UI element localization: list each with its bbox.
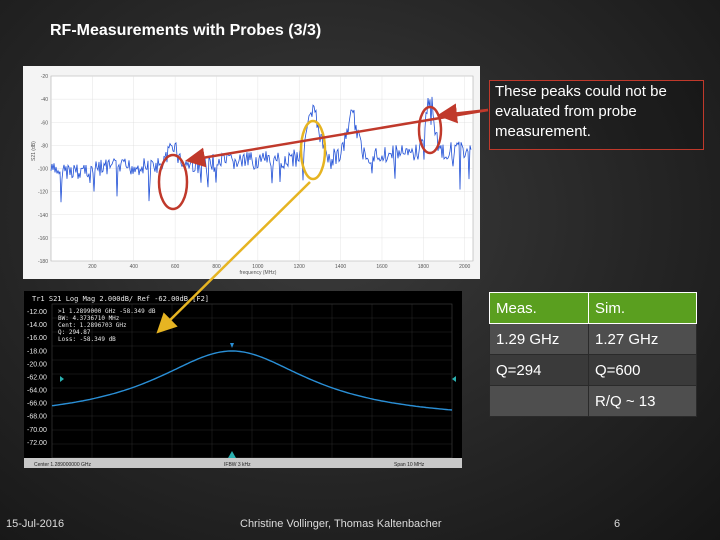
analyzer-y-tick: -20.00 (27, 361, 47, 368)
marker-readout-line: Q: 294.87 (58, 329, 91, 336)
footer-authors: Christine Vollinger, Thomas Kaltenbacher (240, 518, 442, 530)
slide-title: RF-Measurements with Probes (3/3) (50, 22, 322, 39)
table-cell: Q=294 (489, 354, 589, 386)
top-plot-grid (50, 75, 474, 262)
y-tick-label: -120 (38, 190, 48, 196)
y-tick-label: -100 (38, 167, 48, 173)
s21-frequency-plot: -20 -40 -60 -80 -100 -120 -140 -160 -180 200 400 6… (23, 66, 480, 279)
footer-date: 15-Jul-2016 (6, 518, 65, 530)
analyzer-y-tick: -62.00 (27, 374, 47, 381)
table-cell (489, 385, 589, 417)
analyzer-y-tick: -18.00 (27, 348, 47, 355)
x-tick-label: 600 (171, 264, 180, 270)
marker-1-icon (230, 343, 234, 348)
top-plot-xlabel: frequency (MHz) (240, 270, 277, 276)
analyzer-y-tick: -14.00 (27, 322, 47, 329)
marker-readout-line: >1 1.2899000 GHz -58.349 dB (58, 308, 156, 315)
analyzer-y-tick: -68.00 (27, 414, 47, 421)
marker-readout-line: BW: 4.3736710 MHz (58, 315, 120, 322)
analyzer-header: Tr1 S21 Log Mag 2.000dB/ Ref -62.00dB [F… (32, 295, 209, 303)
peaks-callout: These peaks could not be evaluated from … (489, 80, 704, 150)
top-plot-ylabel: S21 (dB) (31, 141, 37, 161)
analyzer-status-left: Center 1.289000000 GHz (34, 462, 91, 468)
resonance-trace (51, 350, 453, 411)
table-header-meas: Meas. (489, 292, 589, 324)
y-tick-label: -20 (41, 74, 48, 80)
table-cell: R/Q ~ 13 (588, 385, 697, 417)
analyzer-y-tick: -64.00 (27, 388, 47, 395)
x-tick-label: 1200 (294, 264, 305, 270)
center-bottom-marker-icon (228, 451, 236, 458)
x-tick-label: 400 (130, 264, 139, 270)
analyzer-status-mid: IFBW 3 kHz (224, 462, 251, 468)
analyzer-y-tick: -72.00 (27, 440, 47, 447)
table-cell: Q=600 (588, 354, 697, 386)
y-tick-label: -80 (41, 143, 48, 149)
x-tick-label: 1600 (376, 264, 387, 270)
footer-page-number: 6 (614, 518, 621, 530)
table-cell: 1.27 GHz (588, 323, 697, 355)
y-tick-label: -140 (38, 213, 48, 219)
analyzer-y-tick: -70.00 (27, 427, 47, 434)
comparison-table: Meas. Sim. 1.29 GHz 1.27 GHz Q=294 Q=600… (489, 292, 697, 417)
analyzer-y-ticks: -12.00 -14.00 -16.00 -18.00 -20.00 -62.00 -64.… (27, 309, 47, 447)
analyzer-y-tick: -12.00 (27, 309, 47, 316)
y-tick-label: -180 (38, 259, 48, 265)
x-tick-label: 2000 (459, 264, 470, 270)
table-header-sim: Sim. (588, 292, 697, 324)
y-tick-label: -40 (41, 97, 48, 103)
analyzer-marker-readout: >1 1.2899000 GHz -58.349 dB BW: 4.373671… (58, 308, 156, 343)
x-tick-label: 200 (88, 264, 97, 270)
x-tick-label: 800 (212, 264, 221, 270)
y-tick-label: -160 (38, 236, 48, 242)
y-tick-label: -60 (41, 120, 48, 126)
x-tick-label: 1400 (335, 264, 346, 270)
analyzer-y-tick: -16.00 (27, 335, 47, 342)
x-tick-label: 1800 (418, 264, 429, 270)
analyzer-status-right: Span 10 MHz (394, 462, 425, 468)
network-analyzer-screen: Tr1 S21 Log Mag 2.000dB/ Ref -62.00dB [F… (24, 291, 462, 468)
analyzer-y-tick: -66.00 (27, 401, 47, 408)
top-plot-y-ticks: -20 -40 -60 -80 -100 -120 -140 -160 -180 (38, 74, 48, 265)
marker-readout-line: Cent: 1.2896703 GHz (58, 322, 127, 329)
left-edge-marker-icon (60, 376, 64, 382)
right-edge-marker-icon (452, 376, 456, 382)
marker-readout-line: Loss: -58.349 dB (58, 336, 116, 343)
table-cell: 1.29 GHz (489, 323, 589, 355)
